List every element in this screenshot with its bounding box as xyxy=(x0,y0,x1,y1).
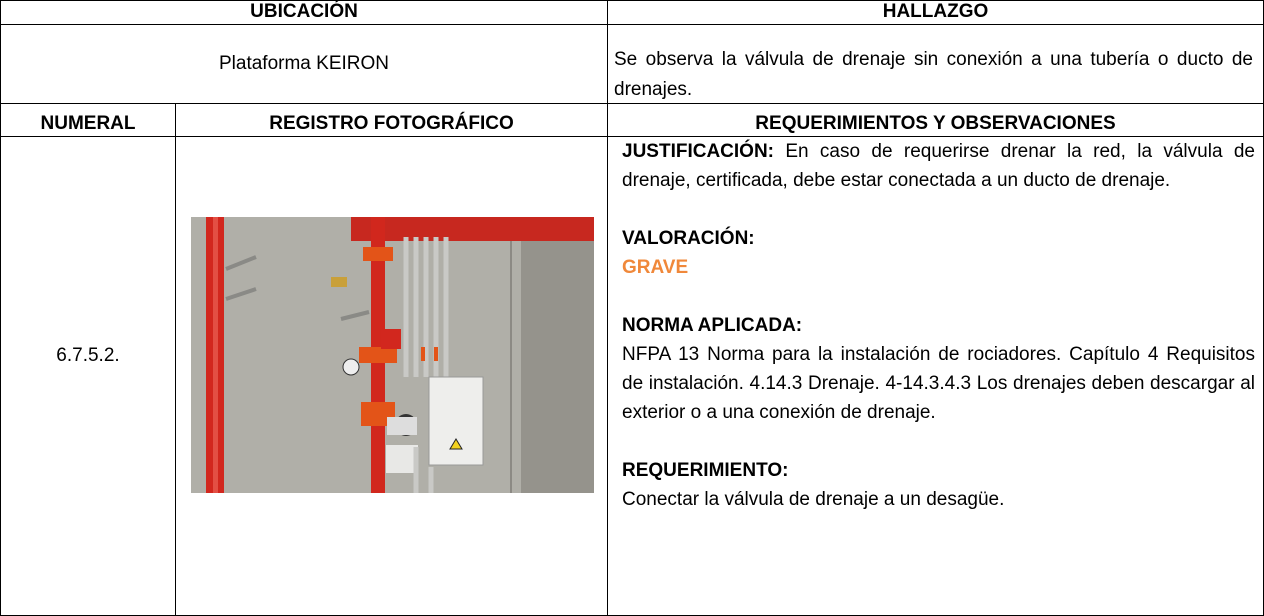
photo-cell xyxy=(175,136,608,616)
location-cell: Plataforma KEIRON xyxy=(0,24,608,104)
observations-cell: JUSTIFICACIÓN: En caso de requerirse dre… xyxy=(607,136,1264,616)
label: REQUERIMIENTO: xyxy=(622,460,789,481)
rating-block: VALORACIÓN: GRAVE xyxy=(608,224,1263,282)
requirement-block: REQUERIMIENTO: Conectar la válvula de dr… xyxy=(608,456,1263,514)
location-header: UBICACIÓN xyxy=(0,0,608,25)
photo xyxy=(191,217,594,493)
rating: GRAVE xyxy=(622,257,689,278)
justification: JUSTIFICACIÓN: En caso de requerirse dre… xyxy=(608,137,1263,195)
location: Plataforma KEIRON xyxy=(219,53,389,74)
column-header: NUMERAL xyxy=(0,103,176,137)
numeral-cell: 6.7.5.2. xyxy=(0,136,176,616)
standard-block: NORMA APLICADA: NFPA 13 Norma para la in… xyxy=(608,311,1263,427)
label: VALORACIÓN: xyxy=(622,228,755,249)
finding-header: HALLAZGO xyxy=(607,0,1264,25)
label: NORMA APLICADA: xyxy=(622,315,803,336)
label: JUSTIFICACIÓN: xyxy=(622,141,774,162)
numeral: 6.7.5.2. xyxy=(56,345,120,366)
text: Conectar la válvula de drenaje a un desa… xyxy=(622,489,1005,510)
column-header: REQUERIMIENTOS Y OBSERVACIONES xyxy=(607,103,1264,137)
finding: Se observa la válvula de drenaje sin con… xyxy=(607,24,1264,104)
text: NFPA 13 Norma para la instalación de roc… xyxy=(622,344,1255,423)
column-header: REGISTRO FOTOGRÁFICO xyxy=(175,103,608,137)
text: En caso de requerirse drenar la red, la … xyxy=(622,141,1255,191)
